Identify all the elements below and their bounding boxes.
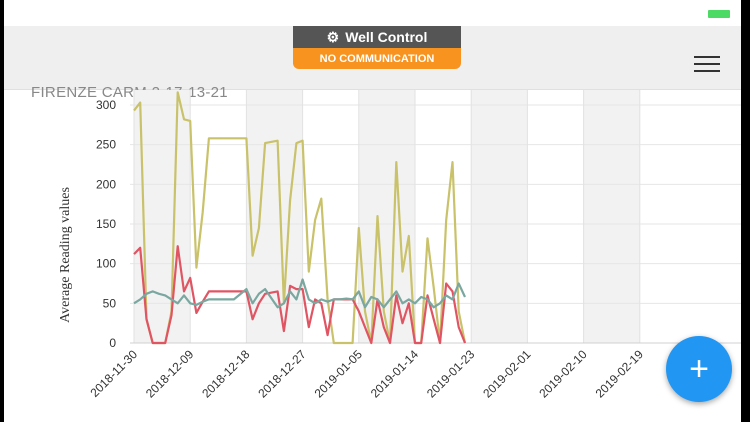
series-line-2: [133, 245, 467, 345]
x-tick-label: 2019-02-01: [480, 347, 534, 401]
app-screen: FIRENZE CARM 2-17-13-21 ⚙ Well Control N…: [4, 0, 741, 422]
chart-band: [246, 90, 303, 343]
menu-button[interactable]: [694, 56, 722, 76]
x-axis-ticks: 2018-11-30 2018-12-09 2018-12-18 2018-12-27…: [87, 347, 646, 401]
menu-icon-bar: [694, 70, 720, 72]
x-tick-label: 2018-12-18: [199, 347, 253, 401]
x-tick-label: 2018-12-27: [255, 347, 309, 401]
y-axis-ticks: 0 50 100 150 200 250 300: [96, 98, 116, 350]
series-line-1: [133, 91, 467, 345]
y-tick-label: 300: [96, 98, 116, 112]
x-tick-label: 2019-01-05: [312, 347, 366, 401]
menu-icon-bar: [694, 63, 720, 65]
y-tick-label: 200: [96, 177, 116, 191]
chart-grid: [130, 90, 741, 344]
add-button[interactable]: +: [666, 336, 732, 402]
chart-band: [583, 90, 640, 343]
battery-icon: [708, 10, 730, 18]
x-tick-label: 2018-12-09: [143, 347, 197, 401]
status-bar: [4, 0, 741, 26]
chart-series: [133, 91, 467, 345]
chart-band: [471, 90, 528, 343]
x-tick-label: 2019-02-19: [593, 347, 647, 401]
series-line-3: [133, 278, 466, 309]
x-tick-label: 2019-01-14: [368, 347, 422, 401]
x-tick-label: 2018-11-30: [87, 347, 140, 400]
y-tick-label: 150: [96, 217, 116, 231]
x-tick-label: 2019-02-10: [536, 347, 590, 401]
y-axis-label: Average Reading values: [58, 187, 73, 323]
well-control-title: ⚙ Well Control: [293, 26, 461, 48]
menu-icon-bar: [694, 56, 720, 58]
gear-icon: ⚙: [326, 28, 340, 45]
x-tick-label: 2019-01-23: [424, 347, 478, 401]
y-tick-label: 0: [109, 336, 116, 350]
y-tick-label: 250: [96, 138, 116, 152]
y-tick-label: 100: [96, 257, 116, 271]
well-control-label: Well Control: [345, 29, 428, 45]
communication-status-badge: NO COMMUNICATION: [293, 48, 461, 69]
y-tick-label: 50: [103, 296, 117, 310]
